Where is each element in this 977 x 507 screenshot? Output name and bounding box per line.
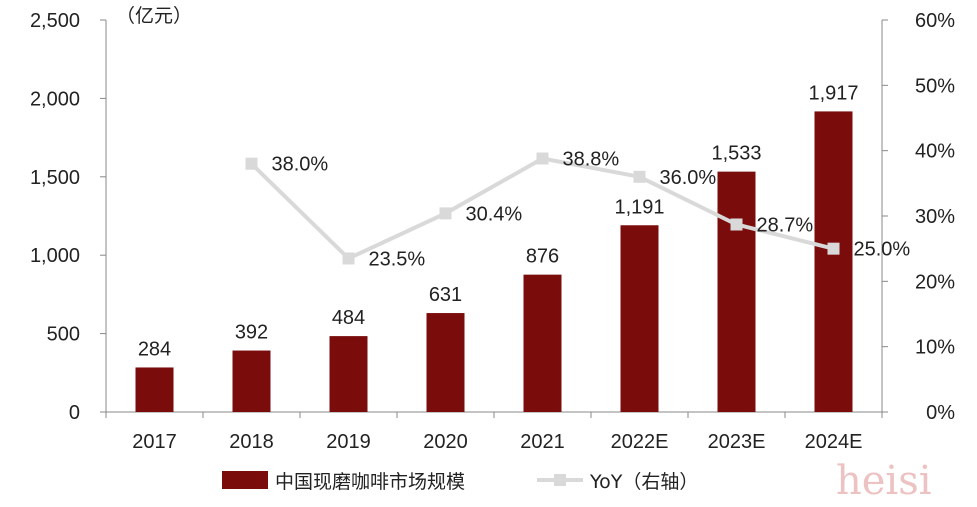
yoy-data-label: 25.0% bbox=[854, 239, 911, 261]
data-labels: 284 392 484 631 876 1,191 1,533 1,917 38.0% 23.5%… bbox=[138, 82, 911, 360]
x-tick-label: 2018 bbox=[229, 431, 274, 453]
bar bbox=[523, 274, 562, 412]
yoy-data-label: 28.7% bbox=[757, 214, 814, 236]
x-tick-label: 2019 bbox=[326, 431, 371, 453]
x-tick-label: 2023E bbox=[708, 431, 766, 453]
left-tick-label: 1,500 bbox=[30, 167, 80, 189]
right-tick-label: 60% bbox=[915, 10, 955, 32]
bar-data-label: 284 bbox=[138, 338, 171, 360]
bar bbox=[135, 367, 174, 412]
left-axis-unit-label: （亿元） bbox=[116, 5, 192, 27]
left-tick-label: 1,000 bbox=[30, 245, 80, 267]
right-tick-label: 0% bbox=[926, 402, 955, 424]
yoy-point bbox=[730, 218, 743, 231]
bar bbox=[620, 225, 659, 412]
left-tick-label: 0 bbox=[69, 402, 80, 424]
bar-data-label: 1,533 bbox=[711, 143, 761, 165]
x-tick-label: 2024E bbox=[805, 431, 863, 453]
right-tick-label: 20% bbox=[915, 271, 955, 293]
bar-data-label: 876 bbox=[526, 246, 559, 268]
x-tick-label: 2017 bbox=[132, 431, 177, 453]
yoy-data-label: 36.0% bbox=[660, 167, 717, 189]
bar-data-label: 1,191 bbox=[614, 196, 664, 218]
x-tick-label: 2020 bbox=[423, 431, 468, 453]
legend-swatch-marker bbox=[554, 474, 566, 486]
right-tick-label: 30% bbox=[915, 206, 955, 228]
watermark-text: heisi bbox=[836, 458, 932, 504]
bar bbox=[426, 313, 465, 412]
right-tick-label: 50% bbox=[915, 75, 955, 97]
bar bbox=[232, 350, 271, 412]
x-tick-label: 2021 bbox=[520, 431, 565, 453]
bar-data-label: 392 bbox=[235, 322, 268, 344]
left-tick-label: 2,000 bbox=[30, 88, 80, 110]
right-tick-label: 10% bbox=[915, 337, 955, 359]
axes: 0 500 1,000 1,500 2,000 2,500 0% 10% 20% 30% 40% 50… bbox=[30, 10, 955, 453]
yoy-data-label: 23.5% bbox=[369, 248, 426, 270]
legend: 中国现磨咖啡市场规模 YoY（右轴） bbox=[222, 471, 698, 493]
yoy-point bbox=[536, 152, 549, 165]
bar-data-label: 484 bbox=[332, 307, 365, 329]
right-tick-label: 40% bbox=[915, 141, 955, 163]
bar bbox=[329, 336, 368, 412]
legend-label-bar: 中国现磨咖啡市场规模 bbox=[275, 471, 465, 493]
legend-label-line: YoY（右轴） bbox=[589, 471, 698, 493]
yoy-line-series bbox=[245, 152, 840, 265]
bar-series bbox=[135, 111, 853, 412]
yoy-point bbox=[827, 242, 840, 255]
x-tick-label: 2022E bbox=[611, 431, 669, 453]
yoy-data-label: 30.4% bbox=[466, 203, 523, 225]
yoy-point bbox=[342, 252, 355, 265]
left-tick-label: 500 bbox=[47, 324, 80, 346]
bar bbox=[814, 111, 853, 412]
bar bbox=[717, 171, 756, 412]
legend-swatch-bar bbox=[222, 471, 268, 489]
yoy-data-label: 38.8% bbox=[563, 149, 620, 171]
yoy-data-label: 38.0% bbox=[272, 154, 329, 176]
yoy-point bbox=[633, 170, 646, 183]
bar-data-label: 1,917 bbox=[808, 82, 858, 104]
bar-data-label: 631 bbox=[429, 284, 462, 306]
left-tick-label: 2,500 bbox=[30, 10, 80, 32]
yoy-point bbox=[439, 207, 452, 220]
yoy-point bbox=[245, 157, 258, 170]
